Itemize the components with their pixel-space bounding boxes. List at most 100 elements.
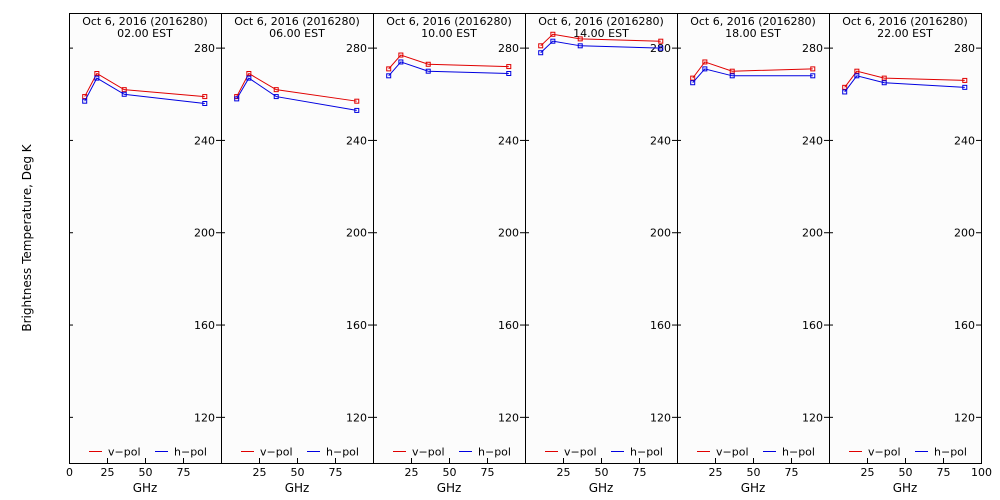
h-pol-point	[246, 75, 252, 81]
y-tick-label: 240	[802, 134, 823, 147]
y-tick-label: 160	[194, 319, 215, 332]
legend-h-label: h−pol	[630, 446, 663, 459]
x-axis-label: GHz	[437, 481, 462, 495]
v-pol-point	[273, 87, 279, 93]
h-pol-point	[82, 98, 88, 104]
y-tick-label: 200	[194, 227, 215, 240]
v-pol-point	[729, 68, 735, 74]
v-pol-line	[540, 33, 661, 47]
v-pol-point	[506, 64, 512, 70]
legend-v-label: v−pol	[260, 446, 293, 459]
y-axis-label: Brightness Temperature, Deg K	[20, 143, 34, 331]
v-pol-line	[236, 72, 357, 102]
panel-title: Oct 6, 2016 (2016280)	[82, 15, 208, 28]
v-pol-line	[692, 61, 813, 79]
legend-h-label: h−pol	[326, 446, 359, 459]
panel-frame	[525, 13, 678, 464]
v-pol-point	[854, 68, 860, 74]
v-pol-point	[354, 98, 360, 104]
x-tick-label: 0	[66, 466, 73, 479]
v-pol-point	[962, 77, 968, 83]
h-pol-point	[234, 96, 240, 102]
legend-v-label: v−pol	[868, 446, 901, 459]
panel-time: 14.00 EST	[573, 27, 629, 40]
panel-title: Oct 6, 2016 (2016280)	[842, 15, 968, 28]
y-tick-label: 120	[802, 411, 823, 424]
y-tick-label: 280	[498, 42, 519, 55]
x-tick-label: 50	[291, 466, 305, 479]
legend-h-label: h−pol	[174, 446, 207, 459]
v-pol-point	[658, 38, 664, 44]
y-tick-label: 120	[650, 411, 671, 424]
h-pol-line	[388, 61, 509, 77]
h-pol-point	[842, 89, 848, 95]
y-tick-label: 200	[802, 227, 823, 240]
x-tick-label: 25	[405, 466, 419, 479]
x-tick-label: 50	[139, 466, 153, 479]
y-tick-label: 280	[954, 42, 975, 55]
y-tick-label: 120	[194, 411, 215, 424]
x-tick-label: 75	[785, 466, 799, 479]
panel-time: 02.00 EST	[117, 27, 173, 40]
v-pol-point	[246, 71, 252, 76]
v-pol-point	[538, 43, 544, 49]
panel-time: 18.00 EST	[725, 27, 781, 40]
y-tick-label: 120	[346, 411, 367, 424]
panel-3: Oct 6, 2016 (2016280)10.00 EST 120 160 200 2…	[373, 13, 526, 495]
x-tick-label: 75	[329, 466, 343, 479]
legend-h-label: h−pol	[478, 446, 511, 459]
panel-title: Oct 6, 2016 (2016280)	[234, 15, 360, 28]
v-pol-point	[398, 52, 404, 58]
panel-2: Oct 6, 2016 (2016280)06.00 EST 120 160 200 2…	[221, 13, 374, 495]
panel-title: Oct 6, 2016 (2016280)	[690, 15, 816, 28]
h-pol-point	[854, 73, 860, 79]
h-pol-point	[658, 45, 664, 51]
v-pol-point	[881, 75, 887, 81]
v-pol-point	[842, 84, 848, 90]
y-tick-label: 160	[498, 319, 519, 332]
x-axis-label: GHz	[589, 481, 614, 495]
x-axis-label: GHz	[285, 481, 310, 495]
panel-frame	[829, 13, 982, 464]
v-pol-point	[702, 59, 708, 65]
panel-frame	[373, 13, 526, 464]
x-tick-label: 50	[899, 466, 913, 479]
v-pol-point	[94, 71, 100, 76]
y-tick-label: 200	[954, 227, 975, 240]
y-tick-label: 160	[346, 319, 367, 332]
panel-6: Oct 6, 2016 (2016280)22.00 EST 120 160 200 2…	[829, 13, 992, 495]
h-pol-line	[236, 77, 357, 111]
y-tick-label: 200	[650, 227, 671, 240]
h-pol-point	[121, 91, 127, 97]
y-tick-label: 280	[194, 42, 215, 55]
panel-4: Oct 6, 2016 (2016280)14.00 EST 120 160 200 2…	[525, 13, 678, 495]
h-pol-point	[273, 94, 279, 100]
panel-frame	[221, 13, 374, 464]
v-pol-point	[121, 87, 127, 93]
h-pol-line	[844, 75, 965, 93]
v-pol-line	[84, 72, 205, 98]
panels: Oct 6, 2016 (2016280)02.00 EST1201602002…	[66, 13, 992, 495]
panel-frame	[677, 13, 830, 464]
y-tick-label: 280	[346, 42, 367, 55]
x-axis-label: GHz	[741, 481, 766, 495]
h-pol-point	[550, 38, 556, 44]
y-tick-label: 240	[498, 134, 519, 147]
legend-v-label: v−pol	[716, 446, 749, 459]
h-pol-line	[692, 68, 813, 84]
y-tick-label: 280	[650, 42, 671, 55]
y-tick-label: 240	[954, 134, 975, 147]
x-tick-label: 75	[633, 466, 647, 479]
h-pol-point	[354, 107, 360, 113]
v-pol-point	[425, 61, 431, 67]
x-tick-label: 75	[937, 466, 951, 479]
v-pol-point	[550, 31, 556, 37]
h-pol-point	[702, 66, 708, 72]
v-pol-point	[386, 66, 392, 72]
y-tick-label: 120	[954, 411, 975, 424]
x-tick-label: 25	[861, 466, 875, 479]
panel-time: 06.00 EST	[269, 27, 325, 40]
y-tick-label: 160	[650, 319, 671, 332]
v-pol-line	[388, 54, 509, 70]
x-tick-label: 75	[481, 466, 495, 479]
